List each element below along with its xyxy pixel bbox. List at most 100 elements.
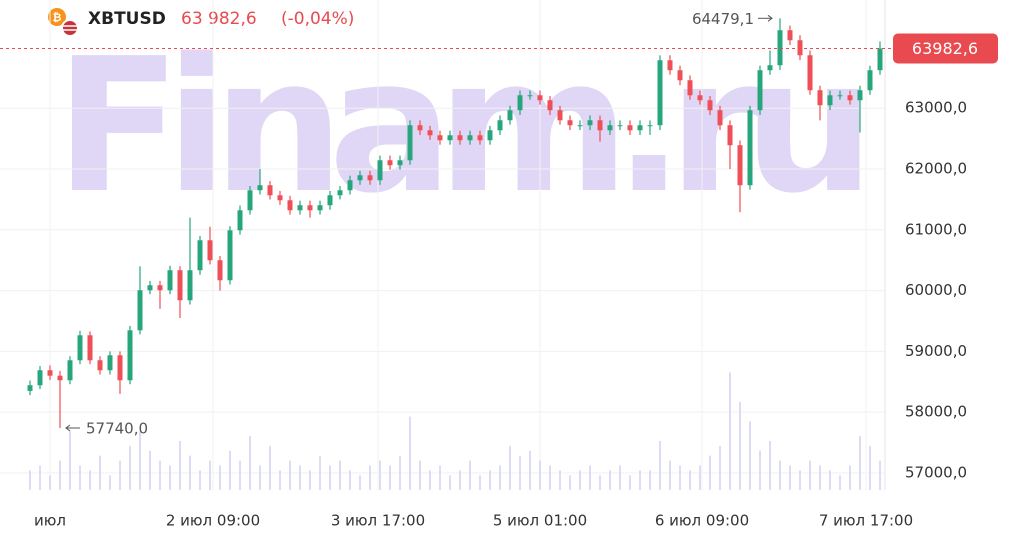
candle-body — [67, 360, 73, 381]
volume-bar — [99, 455, 101, 490]
candle-body — [857, 90, 863, 101]
volume-bar — [139, 431, 141, 490]
candle-body — [57, 375, 63, 381]
candle-body — [127, 330, 133, 381]
volume-bar — [539, 460, 541, 490]
symbol-icons: ₿ — [48, 8, 79, 37]
candle-body — [727, 125, 733, 146]
volume-bar — [759, 450, 761, 490]
x-tick-label: 3 июл 17:00 — [331, 512, 425, 530]
volume-bar — [349, 470, 351, 490]
volume-bar — [299, 465, 301, 490]
volume-bar — [779, 460, 781, 490]
volume-bar — [399, 455, 401, 490]
volume-bar — [279, 470, 281, 490]
volume-bar — [689, 470, 691, 490]
y-tick-label: 62000,0 — [905, 160, 967, 178]
volume-bar — [29, 470, 31, 490]
candle-body — [517, 95, 523, 111]
volume-bar — [149, 450, 151, 490]
volume-bar — [89, 470, 91, 490]
volume-bar — [579, 470, 581, 490]
candle-body — [327, 195, 333, 206]
volume-bar — [109, 475, 111, 490]
candle-body — [557, 110, 563, 121]
volume-bar — [69, 431, 71, 490]
x-tick-label: июл — [34, 512, 66, 530]
candle-body — [157, 285, 163, 291]
volume-bar — [179, 441, 181, 490]
volume-bar — [329, 465, 331, 490]
candle-body — [457, 135, 463, 141]
candle-body — [647, 125, 653, 127]
candle-body — [477, 135, 483, 141]
volume-bar — [619, 465, 621, 490]
candle-body — [807, 55, 813, 91]
candle-body — [547, 100, 553, 111]
candle-body — [337, 190, 343, 196]
x-tick-label: 7 июл 17:00 — [819, 512, 913, 530]
candle-body — [357, 175, 363, 181]
candle-body — [667, 60, 673, 71]
candle-body — [737, 145, 743, 186]
candle-body — [407, 125, 413, 161]
candle-body — [147, 285, 153, 291]
volume-bar — [489, 470, 491, 490]
volume-bar — [699, 465, 701, 490]
volume-bar — [729, 372, 731, 490]
volume-bar — [239, 460, 241, 490]
volume-bar — [439, 465, 441, 490]
candle-body — [47, 370, 53, 376]
volume-bar — [499, 465, 501, 490]
volume-bar — [269, 445, 271, 490]
candle-body — [677, 70, 683, 81]
volume-bar — [639, 470, 641, 490]
volume-bar — [609, 470, 611, 490]
volume-bar — [829, 470, 831, 490]
volume-bar — [339, 460, 341, 490]
volume-bar — [159, 460, 161, 490]
y-tick-label: 59000,0 — [905, 342, 967, 360]
candle-body — [447, 135, 453, 141]
candle-body — [37, 370, 43, 386]
volume-bar — [229, 450, 231, 490]
volume-bar — [559, 470, 561, 490]
volume-bar — [519, 455, 521, 490]
volume-bar — [679, 465, 681, 490]
candle-body — [577, 125, 583, 127]
volume-bar — [549, 465, 551, 490]
candle-body — [247, 190, 253, 211]
volume-bar — [119, 460, 121, 490]
volume-bar — [59, 460, 61, 490]
volume-bar — [199, 470, 201, 490]
volume-bar — [569, 475, 571, 490]
change: (-0,04%) — [281, 9, 354, 29]
volume-bar — [819, 465, 821, 490]
candle-body — [877, 48, 883, 71]
volume-bar — [599, 475, 601, 490]
candle-body — [797, 40, 803, 56]
candle-body — [747, 110, 753, 186]
volume-bar — [799, 470, 801, 490]
candle-body — [137, 290, 143, 331]
candle-body — [507, 110, 513, 121]
candle-body — [307, 205, 313, 211]
x-tick-label: 5 июл 01:00 — [493, 512, 587, 530]
volume-bar — [449, 475, 451, 490]
volume-bar — [359, 475, 361, 490]
candle-body — [227, 230, 233, 281]
candle-body — [467, 135, 473, 141]
volume-bar — [649, 470, 651, 490]
annotation: 64479,1 — [692, 10, 754, 28]
volume-bar — [169, 465, 171, 490]
candle-body — [177, 270, 183, 301]
volume-bar — [869, 445, 871, 490]
candle-body — [267, 185, 273, 196]
candle-body — [217, 260, 223, 281]
volume-bar — [809, 460, 811, 490]
volume-bar — [219, 465, 221, 490]
last-price-label: 63982,6 — [912, 39, 978, 58]
candle-body — [77, 335, 83, 361]
